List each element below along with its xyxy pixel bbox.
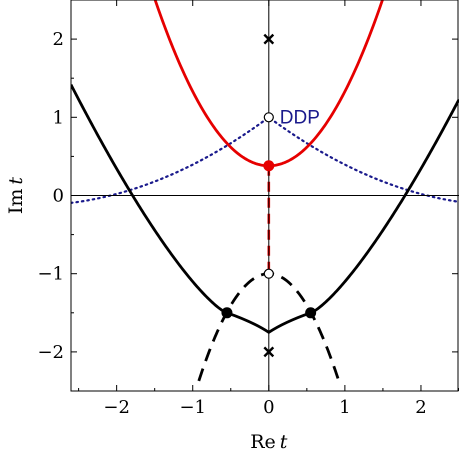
x-axis-title: Re t: [250, 431, 288, 453]
x-tick-label: −2: [103, 397, 130, 418]
x-tick-label: 1: [339, 397, 350, 418]
pole-cross-marker: [263, 346, 275, 358]
ddp-dotted-curve: [71, 116, 459, 204]
y-axis-title-var: t: [5, 177, 27, 185]
black-dot-marker: [221, 307, 233, 319]
black-dot-marker: [305, 307, 317, 319]
ticks-group: −2 −1 0 1 2 −2 −1 0 1 2: [37, 0, 459, 418]
pole-cross-marker: [263, 33, 275, 45]
red-dot-marker: [263, 160, 275, 172]
y-tick-label: 1: [53, 107, 64, 128]
open-circle-marker: [263, 268, 274, 279]
x-tick-label: 2: [415, 397, 426, 418]
x-tick-label: 0: [263, 397, 274, 418]
y-axis-title: Im t: [5, 177, 27, 215]
points-group: [221, 33, 317, 358]
ddp-label: DDP: [280, 107, 320, 128]
x-tick-label: −1: [179, 397, 206, 418]
open-circle-marker: [263, 112, 274, 123]
x-axis-title-prefix: Re: [250, 431, 276, 453]
y-tick-label: 0: [53, 186, 64, 207]
x-axis-title-var: t: [280, 431, 288, 453]
y-axis-title-prefix: Im: [5, 189, 27, 215]
y-tick-label: −2: [37, 342, 64, 363]
black-solid-curve: [71, 84, 459, 335]
y-tick-label: −1: [37, 264, 64, 285]
y-tick-label: 2: [53, 29, 64, 50]
